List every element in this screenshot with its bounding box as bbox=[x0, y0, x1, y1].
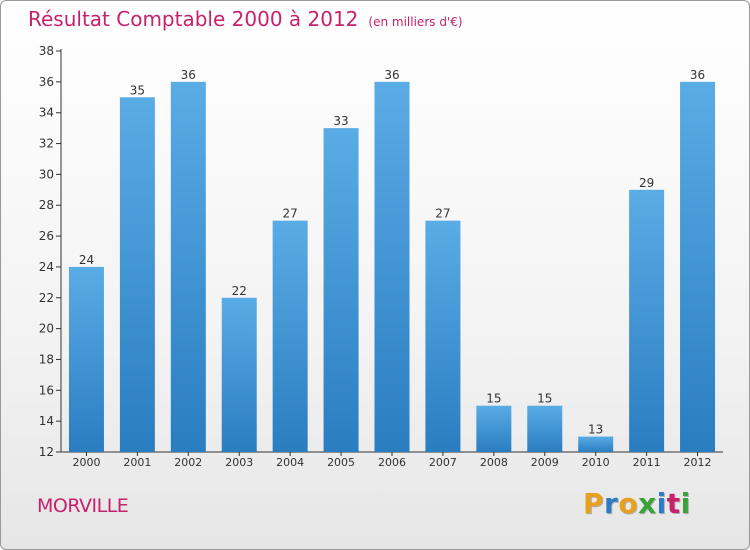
bar-2010 bbox=[578, 436, 614, 452]
title-text: Résultat Comptable 2000 à 2012 bbox=[28, 7, 359, 31]
labels: 2000 24 2001 35 2002 36 2003 22 2004 27 2005 33 2006… bbox=[72, 68, 711, 469]
x-tick-label: 2012 bbox=[684, 456, 712, 469]
x-tick-label: 2000 bbox=[72, 456, 100, 469]
y-tick-label: 14 bbox=[39, 414, 54, 428]
data-label: 35 bbox=[130, 83, 145, 97]
bar-2000 bbox=[68, 266, 104, 452]
proxiti-logo[interactable]: Proxiti bbox=[583, 487, 691, 523]
data-label: 33 bbox=[333, 114, 348, 128]
data-label: 36 bbox=[181, 68, 196, 82]
y-tick-label: 26 bbox=[39, 229, 54, 243]
x-tick-label: 2005 bbox=[327, 456, 355, 469]
data-label: 15 bbox=[537, 392, 552, 406]
bar-2006 bbox=[374, 81, 410, 452]
x-tick-label: 2001 bbox=[123, 456, 151, 469]
logo-letter: i bbox=[680, 487, 691, 520]
bar-2009 bbox=[527, 405, 563, 452]
data-label: 22 bbox=[232, 284, 247, 298]
axes: 12 14 16 18 20 22 24 26 28 30 32 34 36 38 bbox=[39, 44, 723, 459]
x-tick-label: 2009 bbox=[531, 456, 559, 469]
bar-2002 bbox=[170, 81, 206, 452]
logo-letter: o bbox=[618, 487, 639, 520]
y-tick-label: 22 bbox=[39, 291, 54, 305]
data-label: 36 bbox=[384, 68, 399, 82]
data-label: 27 bbox=[283, 207, 298, 221]
bar-2011 bbox=[629, 189, 665, 453]
x-tick-label: 2010 bbox=[582, 456, 610, 469]
town-name: MORVILLE bbox=[37, 495, 129, 517]
data-label: 27 bbox=[435, 207, 450, 221]
y-tick-label: 16 bbox=[39, 383, 54, 397]
logo-letter: r bbox=[604, 487, 619, 520]
x-tick-label: 2006 bbox=[378, 456, 406, 469]
bar-2008 bbox=[476, 405, 512, 452]
bars bbox=[68, 81, 716, 453]
y-tick-label: 12 bbox=[39, 445, 54, 459]
bar-2012 bbox=[680, 81, 716, 452]
y-tick-label: 34 bbox=[39, 106, 54, 120]
data-label: 15 bbox=[486, 392, 501, 406]
data-label: 29 bbox=[639, 176, 654, 190]
y-tick-label: 38 bbox=[39, 44, 54, 58]
x-tick-label: 2004 bbox=[276, 456, 304, 469]
x-tick-label: 2007 bbox=[429, 456, 457, 469]
logo-letter: t bbox=[666, 487, 681, 520]
y-tick-label: 18 bbox=[39, 352, 54, 366]
x-tick-label: 2002 bbox=[174, 456, 202, 469]
x-tick-label: 2011 bbox=[633, 456, 661, 469]
y-tick-label: 24 bbox=[39, 260, 54, 274]
bar-2007 bbox=[425, 220, 461, 452]
y-tick-label: 28 bbox=[39, 198, 54, 212]
bar-2001 bbox=[119, 97, 155, 453]
x-tick-label: 2003 bbox=[225, 456, 253, 469]
bar-2005 bbox=[323, 128, 359, 452]
data-label: 13 bbox=[588, 423, 603, 437]
y-tick-label: 32 bbox=[39, 137, 54, 151]
chart-title: Résultat Comptable 2000 à 2012 (en millie… bbox=[28, 7, 463, 31]
x-tick-label: 2008 bbox=[480, 456, 508, 469]
logo-letter: i bbox=[656, 487, 667, 520]
data-label: 36 bbox=[690, 68, 705, 82]
y-tick-label: 20 bbox=[39, 322, 54, 336]
logo-letter: P bbox=[583, 487, 605, 520]
bar-2004 bbox=[272, 220, 308, 452]
bar-2003 bbox=[221, 297, 257, 452]
title-unit: (en milliers d'€) bbox=[368, 15, 463, 29]
logo-letter: x bbox=[638, 487, 657, 520]
y-tick-label: 30 bbox=[39, 167, 54, 181]
y-tick-label: 36 bbox=[39, 75, 54, 89]
data-label: 24 bbox=[79, 253, 94, 267]
